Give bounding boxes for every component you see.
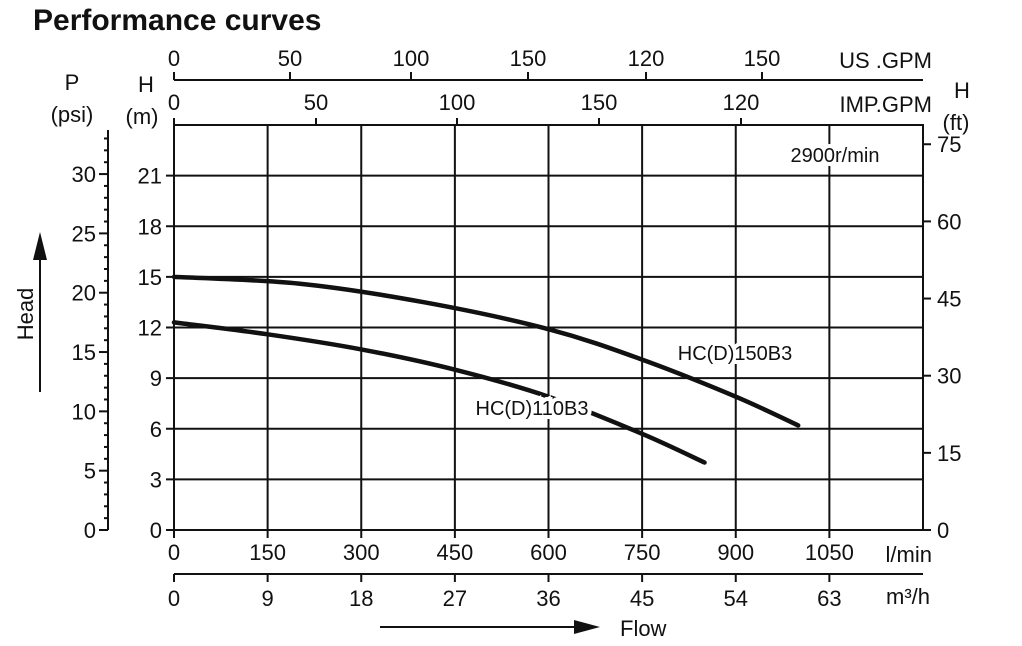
head-arrow-head bbox=[33, 232, 47, 260]
psi-tick-label: 0 bbox=[84, 518, 96, 543]
y-unit-letter: H bbox=[138, 72, 154, 97]
psi-tick-label: 5 bbox=[84, 459, 96, 484]
us-gpm-tick-label: 100 bbox=[393, 46, 430, 71]
x-axis-title: Flow bbox=[620, 616, 667, 641]
series-label-0: HC(D)150B3 bbox=[678, 343, 792, 365]
series-line-0 bbox=[171, 274, 801, 428]
y-tick-label: 15 bbox=[138, 265, 162, 290]
ft-tick-label: 45 bbox=[937, 287, 961, 312]
x2-tick-label: 27 bbox=[443, 586, 467, 611]
y-tick-label: 9 bbox=[150, 366, 162, 391]
us-gpm-tick-label: 150 bbox=[510, 46, 547, 71]
x2-tick-label: 36 bbox=[536, 586, 560, 611]
psi-tick-label: 20 bbox=[72, 281, 96, 306]
us-gpm-tick-label: 150 bbox=[744, 46, 781, 71]
us-gpm-tick-label: 120 bbox=[628, 46, 665, 71]
x2-unit-label: m³/h bbox=[886, 584, 930, 609]
ft-unit-label: (ft) bbox=[943, 110, 970, 135]
ft-unit-letter: H bbox=[954, 78, 970, 103]
data-series: HC(D)150B3 HC(D)110B3 bbox=[171, 274, 801, 465]
chart-title: Performance curves bbox=[33, 4, 322, 37]
y-tick-label: 6 bbox=[150, 417, 162, 442]
x-tick-label: 600 bbox=[530, 540, 567, 565]
x-tick-label: 1050 bbox=[805, 540, 854, 565]
y-unit-label: (m) bbox=[126, 104, 159, 129]
psi-tick-label: 10 bbox=[72, 399, 96, 424]
psi-tick-label: 15 bbox=[72, 340, 96, 365]
y-axis-title: Head bbox=[13, 288, 38, 341]
y-tick-label: 0 bbox=[150, 518, 162, 543]
us-gpm-tick-label: 0 bbox=[168, 46, 180, 71]
flow-arrow-head bbox=[574, 620, 600, 634]
x-tick-label: 450 bbox=[437, 540, 474, 565]
imp-gpm-tick-label: 100 bbox=[439, 90, 476, 115]
ft-tick-label: 15 bbox=[937, 441, 961, 466]
psi-tick-label: 30 bbox=[72, 162, 96, 187]
ft-tick-label: 0 bbox=[937, 518, 949, 543]
axes bbox=[33, 72, 931, 634]
x-tick-label: 900 bbox=[717, 540, 754, 565]
imp-gpm-unit: IMP.GPM bbox=[839, 92, 932, 117]
series-label-1: HC(D)110B3 bbox=[476, 398, 589, 420]
x2-tick-label: 45 bbox=[630, 586, 654, 611]
x-tick-label: 750 bbox=[624, 540, 661, 565]
x-unit-label: l/min bbox=[886, 542, 932, 567]
series-line-1 bbox=[171, 320, 707, 465]
ft-tick-label: 75 bbox=[937, 132, 961, 157]
x2-tick-label: 9 bbox=[262, 586, 274, 611]
x2-tick-label: 18 bbox=[349, 586, 373, 611]
axis-labels: 0015093001845027600367504590054105063l/m… bbox=[13, 46, 970, 641]
psi-unit-letter: P bbox=[65, 70, 80, 95]
x-tick-label: 150 bbox=[249, 540, 286, 565]
psi-tick-label: 25 bbox=[72, 221, 96, 246]
us-gpm-tick-label: 50 bbox=[278, 46, 302, 71]
y-tick-label: 12 bbox=[138, 316, 162, 341]
y-tick-label: 21 bbox=[138, 164, 162, 189]
grid bbox=[173, 124, 924, 531]
x2-tick-label: 0 bbox=[168, 586, 180, 611]
speed-label: 2900r/min bbox=[791, 145, 880, 167]
x2-tick-label: 54 bbox=[724, 586, 748, 611]
x-tick-label: 0 bbox=[168, 540, 180, 565]
imp-gpm-tick-label: 150 bbox=[581, 90, 618, 115]
us-gpm-unit: US .GPM bbox=[839, 48, 932, 73]
ft-tick-label: 30 bbox=[937, 364, 961, 389]
psi-unit-label: (psi) bbox=[51, 102, 94, 127]
imp-gpm-tick-label: 0 bbox=[168, 90, 180, 115]
x2-tick-label: 63 bbox=[817, 586, 841, 611]
imp-gpm-tick-label: 50 bbox=[304, 90, 328, 115]
ft-tick-label: 60 bbox=[937, 209, 961, 234]
y-tick-label: 18 bbox=[138, 214, 162, 239]
y-tick-label: 3 bbox=[150, 467, 162, 492]
imp-gpm-tick-label: 120 bbox=[723, 90, 760, 115]
x-tick-label: 300 bbox=[343, 540, 380, 565]
